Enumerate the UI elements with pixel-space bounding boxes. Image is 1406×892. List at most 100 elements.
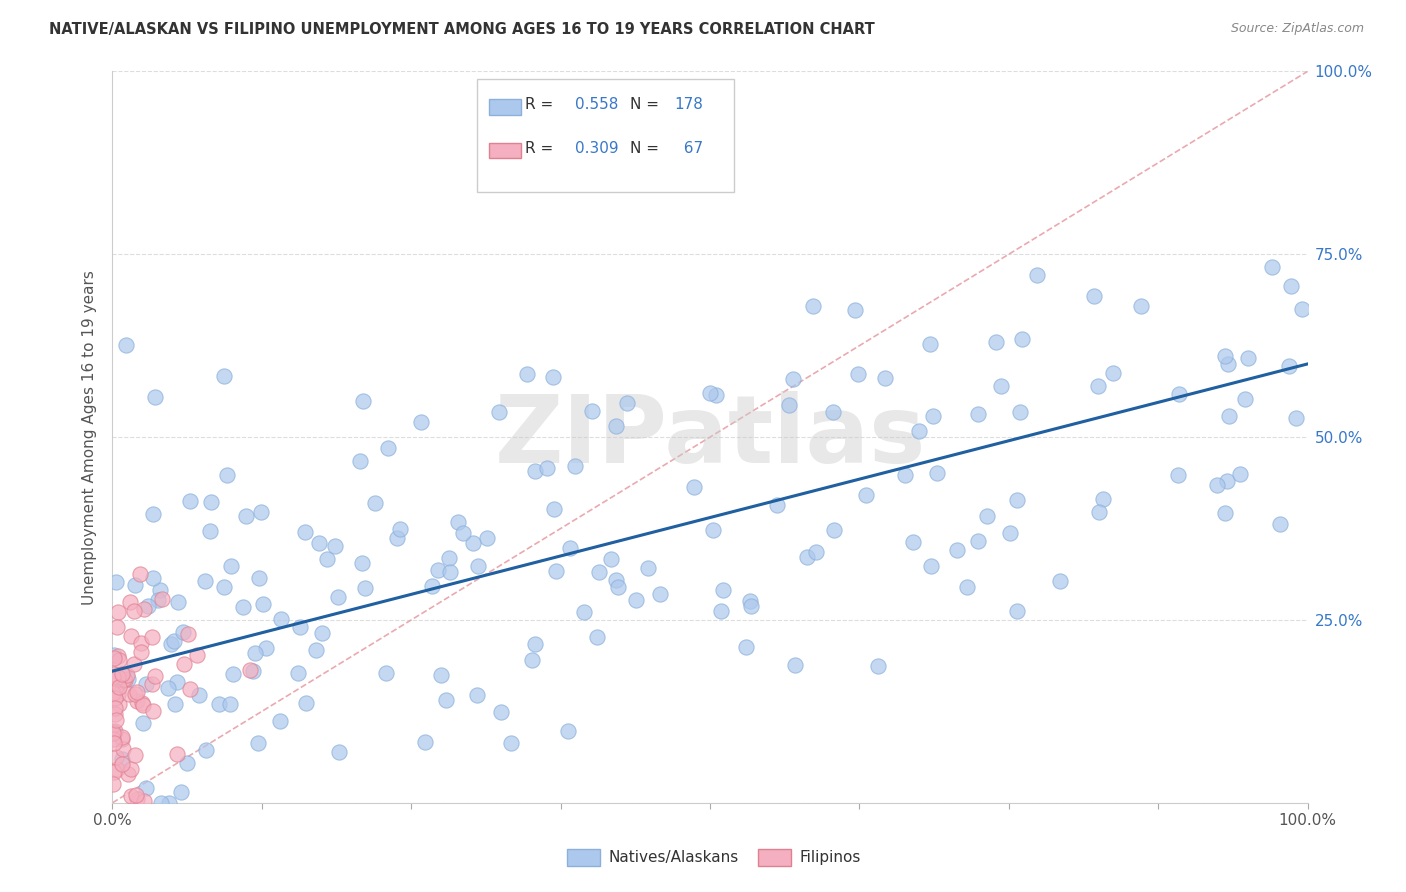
Point <box>946 542 969 557</box>
Point <box>247 571 270 585</box>
Point <box>1011 332 1033 346</box>
Point <box>1102 366 1125 380</box>
Point <box>125 694 148 708</box>
Point <box>467 559 489 574</box>
Point <box>1049 574 1071 588</box>
Point <box>194 574 217 589</box>
Point <box>437 551 460 566</box>
Point <box>179 682 201 697</box>
Point <box>922 409 945 423</box>
Point <box>125 685 148 699</box>
Point <box>108 653 131 667</box>
Point <box>104 575 127 590</box>
Text: N =: N = <box>630 141 664 156</box>
Point <box>976 508 998 523</box>
Point <box>316 552 339 566</box>
Point <box>270 612 292 626</box>
Point <box>541 369 564 384</box>
Point <box>844 303 866 318</box>
Point <box>104 690 127 705</box>
Point <box>868 658 890 673</box>
Point <box>650 587 672 601</box>
Point <box>107 648 129 663</box>
Point <box>522 653 544 667</box>
Point <box>129 636 152 650</box>
Point <box>740 599 762 614</box>
Point <box>607 580 630 594</box>
Point <box>1236 351 1258 365</box>
Point <box>117 672 139 686</box>
Point <box>252 597 274 611</box>
Point <box>328 745 350 759</box>
Point <box>488 405 510 419</box>
Point <box>1279 279 1302 293</box>
Point <box>956 581 979 595</box>
Point <box>308 536 330 550</box>
Point <box>132 698 155 712</box>
Point <box>132 716 155 731</box>
Point <box>1167 467 1189 482</box>
Point <box>105 668 128 682</box>
Point <box>377 441 399 455</box>
Point <box>305 642 328 657</box>
Point <box>239 664 262 678</box>
Point <box>918 337 941 351</box>
Point <box>122 604 145 618</box>
Point <box>848 367 870 381</box>
Point <box>103 667 125 681</box>
Point <box>141 677 163 691</box>
Point <box>173 657 195 671</box>
Point <box>143 668 166 682</box>
Point <box>195 743 218 757</box>
Point <box>326 591 349 605</box>
Point <box>188 688 211 702</box>
Point <box>134 794 156 808</box>
Point <box>311 626 333 640</box>
Text: 0.309: 0.309 <box>575 141 619 156</box>
Point <box>115 338 138 352</box>
Point <box>124 578 146 592</box>
Point <box>120 762 142 776</box>
Point <box>323 539 346 553</box>
Point <box>149 796 172 810</box>
Point <box>107 698 129 712</box>
Point <box>114 673 136 688</box>
Point <box>855 487 877 501</box>
Point <box>269 714 291 728</box>
Point <box>141 631 163 645</box>
Bar <box>489 143 522 159</box>
Text: Natives/Alaskans: Natives/Alaskans <box>609 850 738 865</box>
Point <box>157 681 180 696</box>
Point <box>186 648 208 663</box>
Point <box>352 393 374 408</box>
Point <box>927 467 949 481</box>
Point <box>142 572 165 586</box>
Point <box>118 688 141 702</box>
Point <box>170 785 193 799</box>
Point <box>434 692 457 706</box>
Point <box>110 730 132 744</box>
Point <box>101 732 124 747</box>
Point <box>782 372 804 386</box>
Point <box>256 640 278 655</box>
Point <box>1229 467 1251 481</box>
Point <box>501 736 523 750</box>
Point <box>1000 525 1022 540</box>
Y-axis label: Unemployment Among Ages 16 to 19 years: Unemployment Among Ages 16 to 19 years <box>82 269 97 605</box>
Point <box>111 732 134 747</box>
Point <box>796 550 818 565</box>
Point <box>778 398 800 412</box>
Point <box>212 580 235 594</box>
Text: R =: R = <box>524 96 558 112</box>
Point <box>219 698 242 712</box>
Point <box>908 424 931 438</box>
Point <box>247 736 270 750</box>
Point <box>990 379 1012 393</box>
Point <box>124 657 146 672</box>
Point <box>120 629 142 643</box>
Point <box>242 664 264 678</box>
Point <box>104 724 127 739</box>
Point <box>124 747 146 762</box>
Point <box>288 620 311 634</box>
Point <box>624 592 647 607</box>
